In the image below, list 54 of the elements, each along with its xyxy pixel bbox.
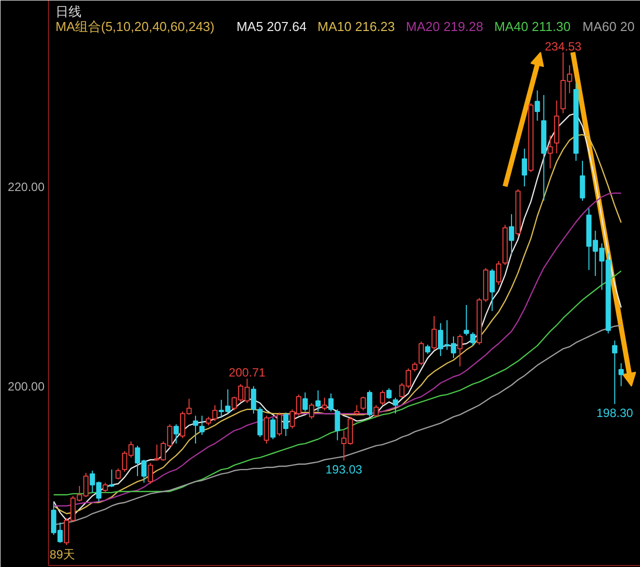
candlestick: [283, 412, 288, 437]
candlestick: [470, 332, 476, 346]
legend-title: MA组合(5,10,20,40,60,243): [56, 19, 214, 34]
candlestick: [322, 397, 328, 411]
candlestick: [534, 90, 540, 122]
candlestick: [392, 397, 398, 414]
candlestick: [148, 462, 154, 484]
annotation: 200.71: [228, 366, 266, 380]
candlestick: [522, 148, 528, 187]
y-tick-label: 200.00: [8, 380, 45, 394]
candlestick: [508, 214, 514, 256]
candlestick: [418, 341, 424, 366]
y-tick-label: 220.00: [8, 180, 45, 194]
candlestick: [457, 334, 463, 367]
candlestick: [174, 424, 179, 444]
candlestick: [612, 340, 618, 405]
text: MA60 20: [582, 19, 635, 34]
candlestick: [386, 388, 392, 400]
candlestick: [109, 469, 114, 488]
candlestick: [373, 404, 379, 418]
text: MA40 211.30: [494, 19, 571, 34]
annotation: 89天: [50, 548, 76, 562]
candlestick: [496, 260, 502, 286]
annotation: 198.30: [596, 406, 634, 420]
candlestick: [354, 404, 360, 416]
candlestick: [192, 415, 198, 444]
candlestick: [580, 160, 586, 202]
candlestick: [425, 344, 430, 354]
candlestick: [380, 390, 386, 406]
text: MA10 216.23: [318, 19, 395, 34]
text: MA5 207.64: [236, 19, 307, 34]
candlestick: [102, 482, 108, 494]
candlestick: [618, 362, 624, 387]
candlestick: [490, 268, 495, 312]
candlestick: [548, 135, 553, 169]
annotation: 193.03: [326, 462, 363, 477]
candlestick: [270, 417, 276, 440]
candlestick: [464, 304, 470, 336]
candlestick: [116, 468, 121, 480]
candlestick: [360, 396, 366, 411]
candlestick: [432, 316, 437, 350]
candlestick: [302, 392, 308, 412]
candlestick: [367, 390, 372, 418]
text: MA20 219.28: [406, 19, 484, 34]
candlestick: [328, 393, 334, 412]
candlestick: [315, 390, 321, 412]
candlestick: [334, 408, 340, 441]
annotation: 234.53: [544, 39, 582, 54]
candlestick: [264, 415, 270, 444]
candlestick: [308, 402, 314, 420]
candlestick: [199, 415, 205, 436]
candlestick: [276, 412, 282, 437]
chart-title: 日线: [56, 4, 82, 19]
candlestick: [412, 362, 418, 372]
